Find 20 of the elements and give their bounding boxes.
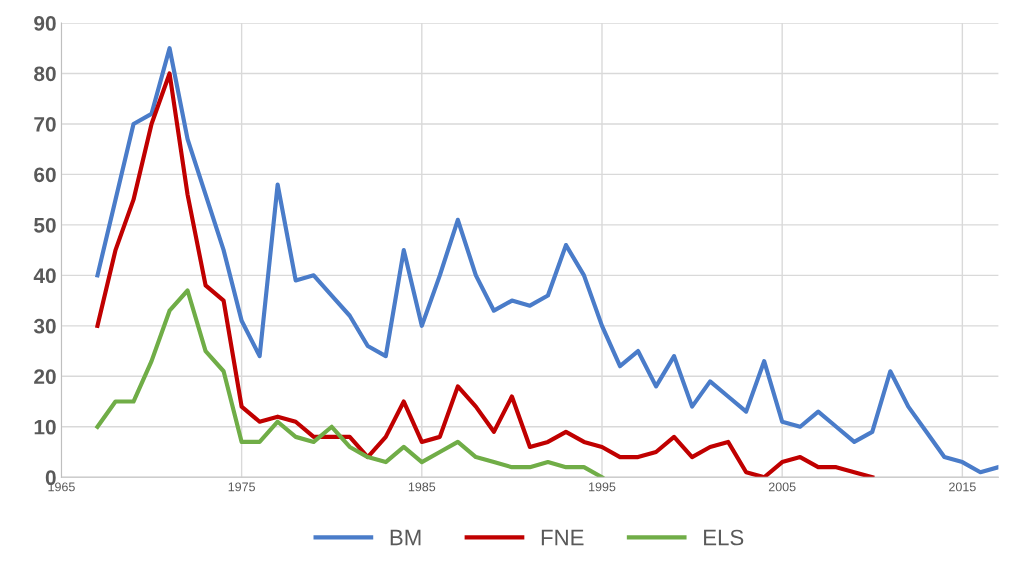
- y-tick-label: 90: [34, 16, 56, 31]
- y-tick-label: 30: [33, 318, 56, 334]
- legend-label: BM: [390, 529, 421, 546]
- legend-label: ELS: [704, 529, 744, 546]
- line-series: [95, 71, 875, 478]
- x-tick-label: 1985: [408, 482, 436, 492]
- x-tick-label: 1995: [589, 482, 616, 492]
- y-tick-label: 10: [34, 419, 56, 435]
- y-tick-label: 40: [33, 268, 56, 284]
- y-tick-label: 50: [34, 217, 56, 233]
- x-tick-label: 1975: [228, 482, 256, 492]
- y-tick-label: 70: [34, 116, 56, 132]
- x-tick-label: 2005: [768, 482, 796, 492]
- legend-label: FNE: [541, 529, 584, 546]
- y-tick-label: 80: [34, 66, 56, 82]
- x-tick-label: 2015: [949, 482, 976, 492]
- y-tick-label: 20: [34, 369, 56, 385]
- line-series: [95, 288, 605, 478]
- line-series: [95, 46, 999, 475]
- y-tick-label: 60: [34, 167, 56, 183]
